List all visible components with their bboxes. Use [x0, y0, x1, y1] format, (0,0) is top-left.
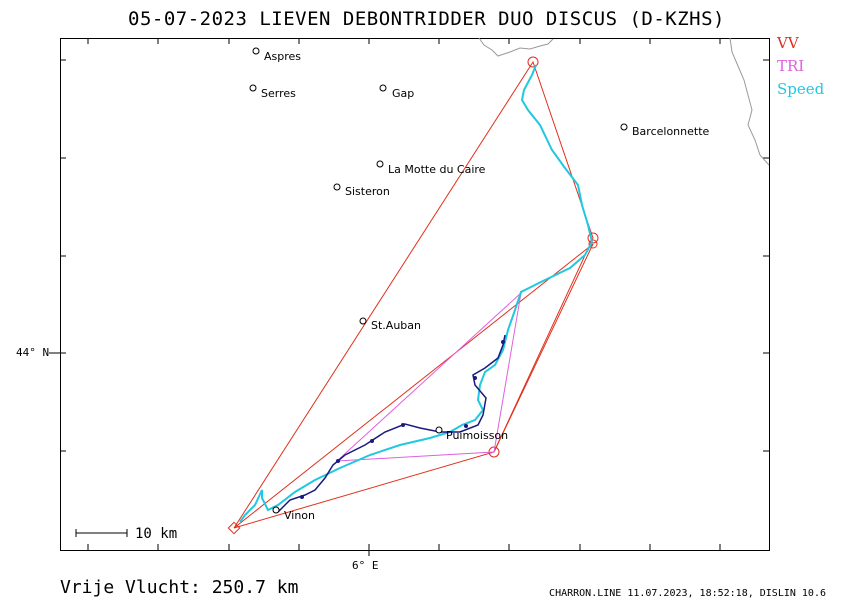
city-aspres: Aspres: [252, 47, 301, 63]
page-title: 05-07-2023 LIEVEN DEBONTRIDDER DUO DISCU…: [128, 8, 725, 30]
city-la-motte-du-caire: La Motte du Caire: [376, 160, 486, 176]
city-label-sisteron: Sisteron: [345, 185, 390, 198]
legend-tri: TRI: [777, 57, 805, 75]
city-label-serres: Serres: [261, 87, 296, 100]
city-label-puimoisson: Puimoisson: [446, 429, 508, 442]
axis-ticks: [49, 38, 769, 556]
map-frame: [60, 38, 770, 551]
city-label-aspres: Aspres: [264, 50, 301, 63]
city-serres: Serres: [249, 84, 296, 100]
city-label-vinon: Vinon: [284, 509, 315, 522]
city-st-auban: St.Auban: [359, 317, 421, 332]
vv-route: [233, 60, 594, 529]
city-label-gap: Gap: [392, 87, 414, 100]
city-label-barcelonnette: Barcelonnette: [632, 125, 710, 138]
longitude-label: 6° E: [352, 559, 379, 572]
vv-turnpoints: [227, 56, 599, 535]
city-marker: [359, 317, 367, 325]
flight-track: [277, 334, 506, 513]
footer-info: CHARRON.LINE 11.07.2023, 18:52:18, DISLI…: [549, 588, 826, 599]
scale-bar: [75, 529, 128, 537]
legend-speed: Speed: [777, 80, 825, 98]
city-sisteron: Sisteron: [333, 183, 390, 198]
vv-route-2: [233, 243, 594, 529]
city-barcelonnette: Barcelonnette: [620, 123, 710, 138]
city-marker: [249, 84, 257, 92]
city-marker: [333, 183, 341, 191]
city-label-st-auban: St.Auban: [371, 319, 421, 332]
legend-vv: VV: [777, 34, 799, 52]
city-marker: [620, 123, 628, 131]
city-marker: [272, 506, 280, 514]
tri-route: [336, 291, 522, 462]
scale-label: 10 km: [135, 526, 178, 542]
track-markers: [300, 340, 505, 499]
city-marker: [252, 47, 260, 55]
country-border: [478, 37, 770, 166]
distance-label: Vrije Vlucht: 250.7 km: [60, 577, 299, 598]
city-vinon: Vinon: [272, 506, 315, 522]
city-marker: [376, 160, 384, 168]
latitude-label: 44° N: [16, 346, 50, 359]
city-label-la-motte-du-caire: La Motte du Caire: [388, 163, 486, 176]
city-gap: Gap: [379, 84, 414, 100]
speed-track: [239, 64, 594, 523]
city-puimoisson: Puimoisson: [435, 426, 508, 442]
city-marker: [435, 426, 443, 434]
city-marker: [379, 84, 387, 92]
